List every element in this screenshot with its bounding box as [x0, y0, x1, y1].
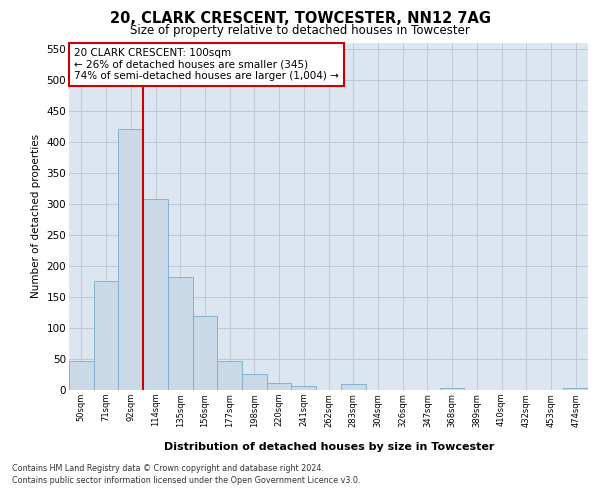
Bar — [341, 384, 365, 390]
Text: 20 CLARK CRESCENT: 100sqm
← 26% of detached houses are smaller (345)
74% of semi: 20 CLARK CRESCENT: 100sqm ← 26% of detac… — [74, 48, 339, 81]
Text: Size of property relative to detached houses in Towcester: Size of property relative to detached ho… — [130, 24, 470, 37]
Bar — [242, 374, 267, 390]
Bar — [563, 388, 588, 390]
Bar — [94, 282, 118, 390]
Text: Contains public sector information licensed under the Open Government Licence v3: Contains public sector information licen… — [12, 476, 361, 485]
Text: Distribution of detached houses by size in Towcester: Distribution of detached houses by size … — [164, 442, 494, 452]
Bar — [217, 362, 242, 390]
Bar — [69, 361, 94, 390]
Bar — [118, 130, 143, 390]
Bar — [143, 199, 168, 390]
Bar — [440, 388, 464, 390]
Bar — [168, 277, 193, 390]
Text: 20, CLARK CRESCENT, TOWCESTER, NN12 7AG: 20, CLARK CRESCENT, TOWCESTER, NN12 7AG — [110, 11, 491, 26]
Y-axis label: Number of detached properties: Number of detached properties — [31, 134, 41, 298]
Text: Contains HM Land Registry data © Crown copyright and database right 2024.: Contains HM Land Registry data © Crown c… — [12, 464, 324, 473]
Bar — [292, 386, 316, 390]
Bar — [193, 316, 217, 390]
Bar — [267, 383, 292, 390]
